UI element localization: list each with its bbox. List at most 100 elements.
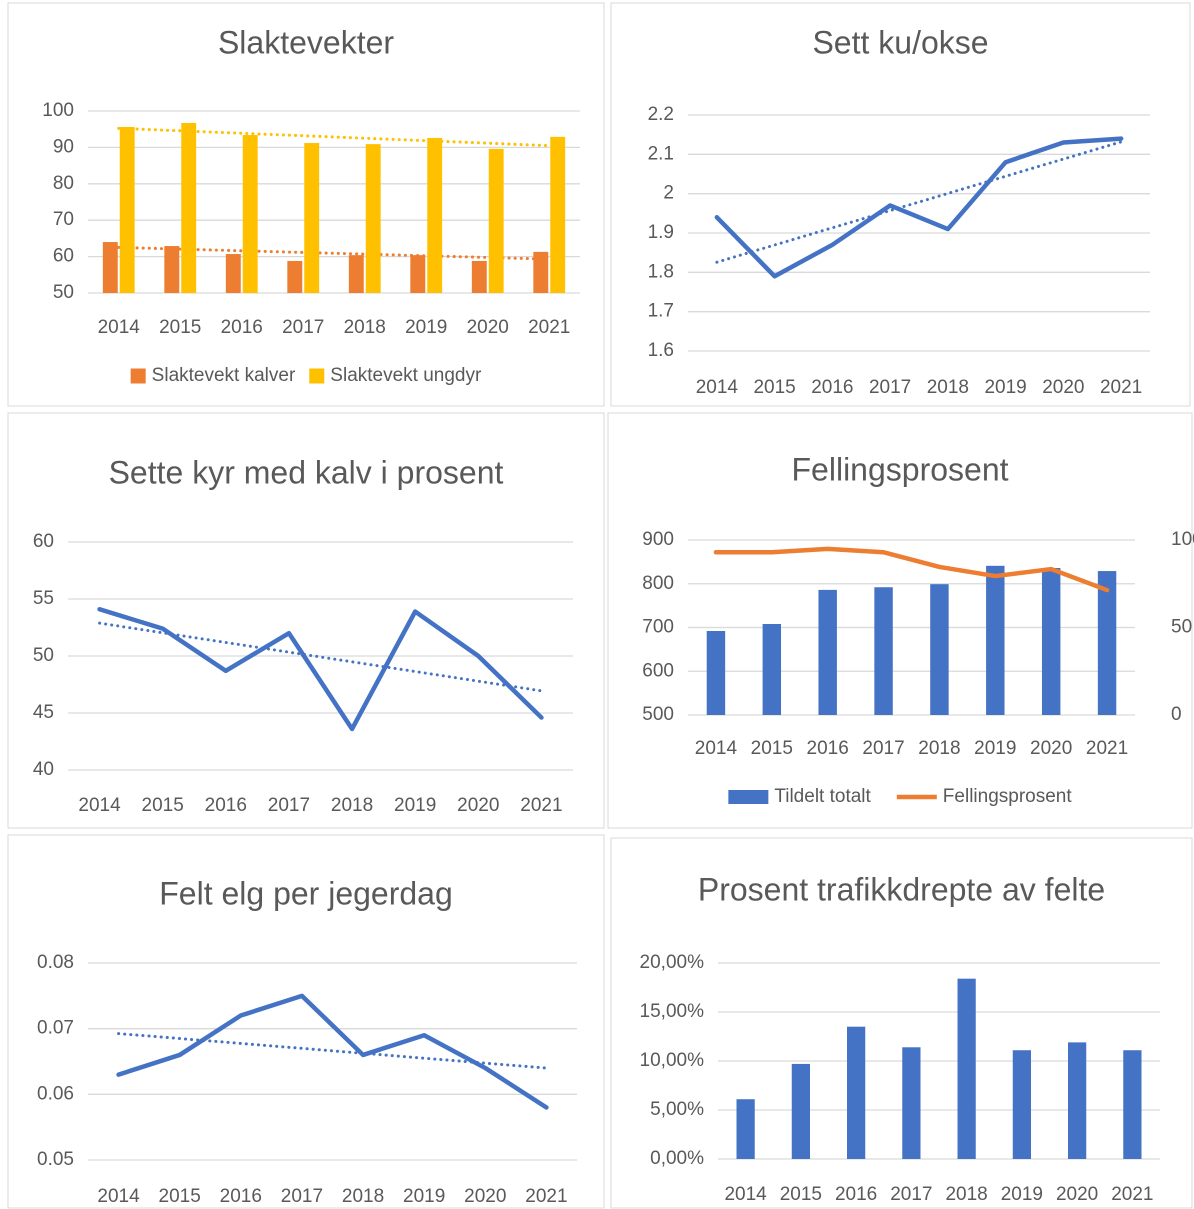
y-tick-label: 10,00% (640, 1050, 705, 1071)
y-tick-label: 0.06 (37, 1083, 74, 1104)
bar (930, 584, 949, 715)
bar (736, 1099, 755, 1159)
legend-label: Fellingsprosent (943, 786, 1073, 807)
bar (762, 624, 782, 715)
x-tick-label: 2016 (835, 1184, 877, 1205)
bar (957, 978, 976, 1159)
y-tick-label: 50 (53, 282, 74, 303)
y-tick-label: 55 (33, 588, 54, 609)
line-series (97, 607, 544, 732)
bar (427, 137, 443, 293)
bar (986, 565, 1005, 715)
trendline (117, 1032, 548, 1070)
y-tick-label: 0,00% (650, 1148, 704, 1169)
x-tick-label: 2014 (695, 738, 738, 759)
y-tick-label: 1.6 (648, 340, 674, 361)
bar (902, 1047, 921, 1159)
x-tick-label: 2020 (1042, 377, 1084, 398)
legend-swatch (130, 368, 146, 384)
bar (181, 123, 197, 294)
trendline (98, 621, 543, 693)
y2-tick-label: 50 (1171, 617, 1192, 638)
x-tick-label: 2014 (724, 1184, 767, 1205)
y-tick-label: 900 (642, 529, 674, 550)
legend-swatch (728, 790, 769, 804)
bar (119, 127, 135, 294)
line-series (116, 993, 549, 1110)
y-tick-label: 100 (42, 100, 74, 121)
x-tick-label: 2021 (1100, 377, 1142, 398)
bar (533, 251, 549, 293)
legend-label: Tildelt totalt (774, 786, 871, 807)
y-tick-label: 800 (642, 573, 674, 594)
y-tick-label: 80 (53, 173, 74, 194)
bar (164, 246, 180, 293)
bar (550, 136, 566, 293)
y-tick-label: 40 (33, 759, 54, 780)
y-tick-label: 600 (642, 660, 674, 681)
x-tick-label: 2016 (811, 377, 853, 398)
bar (818, 589, 837, 715)
y-tick-label: 0.07 (37, 1018, 74, 1039)
x-tick-label: 2021 (1111, 1184, 1153, 1205)
x-tick-label: 2020 (457, 795, 499, 816)
x-tick-label: 2015 (753, 377, 795, 398)
chart-frame (607, 412, 1193, 829)
chart-title: Slaktevekter (218, 24, 394, 60)
bar (225, 254, 241, 293)
bar (706, 631, 726, 715)
bar (1123, 1050, 1142, 1159)
y-tick-label: 500 (642, 704, 674, 725)
bar (287, 260, 303, 293)
chart-frame (610, 2, 1191, 407)
y-tick-label: 1.8 (648, 261, 674, 282)
y-tick-label: 1.9 (648, 222, 674, 243)
x-tick-label: 2015 (751, 738, 793, 759)
chart-frame (7, 834, 605, 1209)
legend-swatch (309, 368, 325, 384)
y-tick-label: 20,00% (640, 952, 705, 973)
y-tick-label: 15,00% (640, 1001, 705, 1022)
chart-title: Sette kyr med kalv i prosent (109, 454, 504, 490)
bar (365, 144, 381, 293)
x-tick-label: 2021 (525, 1186, 567, 1207)
x-tick-label: 2015 (159, 317, 201, 338)
x-tick-label: 2015 (780, 1184, 822, 1205)
y-tick-label: 45 (33, 702, 54, 723)
x-tick-label: 2017 (281, 1186, 323, 1207)
x-tick-label: 2015 (142, 795, 184, 816)
bar (348, 255, 364, 293)
x-tick-label: 2021 (520, 795, 562, 816)
legend-label: Slaktevekt kalver (152, 365, 296, 386)
x-tick-label: 2016 (221, 317, 263, 338)
bar (410, 255, 426, 293)
bar (1041, 568, 1061, 715)
x-tick-label: 2017 (862, 738, 904, 759)
x-tick-label: 2017 (869, 377, 911, 398)
y-tick-label: 70 (53, 209, 74, 230)
x-tick-label: 2018 (344, 317, 386, 338)
chart-title: Sett ku/okse (812, 24, 988, 60)
line-series (713, 546, 1110, 593)
x-tick-label: 2014 (696, 377, 739, 398)
y-tick-label: 0.05 (37, 1149, 74, 1170)
x-tick-label: 2020 (1030, 738, 1072, 759)
x-tick-label: 2018 (918, 738, 960, 759)
bar (242, 135, 258, 293)
line-series (714, 136, 1124, 279)
x-tick-label: 2016 (807, 738, 849, 759)
x-tick-label: 2019 (403, 1186, 445, 1207)
x-tick-label: 2016 (205, 795, 247, 816)
chart-frame (610, 837, 1193, 1209)
x-tick-label: 2018 (945, 1184, 987, 1205)
x-tick-label: 2016 (220, 1186, 262, 1207)
y-tick-label: 2.1 (648, 143, 674, 164)
x-tick-label: 2020 (467, 317, 509, 338)
x-tick-label: 2017 (890, 1184, 932, 1205)
x-tick-label: 2019 (974, 738, 1016, 759)
chart-title: Prosent trafikkdrepte av felte (698, 871, 1105, 907)
legend-label: Slaktevekt ungdyr (330, 365, 482, 386)
y-tick-label: 90 (53, 136, 74, 157)
bar (304, 143, 320, 293)
y-tick-label: 2.2 (648, 104, 674, 125)
